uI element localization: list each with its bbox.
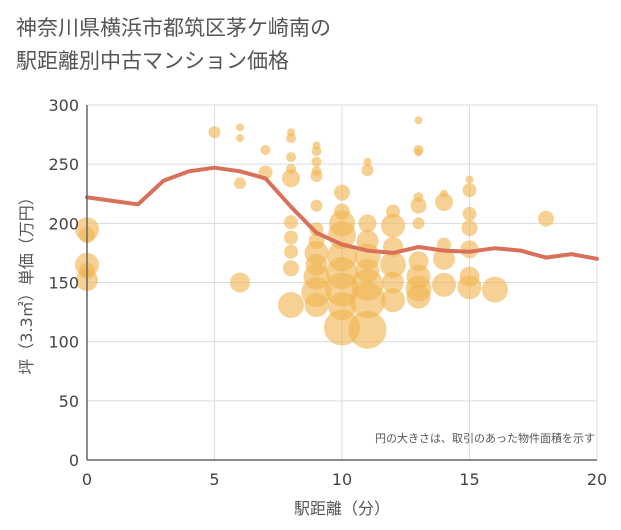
bubble-point [414,116,423,125]
bubble-point [465,175,474,184]
bubble-point [482,276,508,303]
bubble-point [462,206,477,221]
bubble-point [304,292,329,317]
y-tick-label: 0 [69,451,79,470]
bubble-point [380,251,406,278]
average-price-line [85,165,599,261]
bubble-point [361,164,374,177]
y-tick-label: 150 [48,274,79,293]
bubble-point [432,272,456,297]
x-axis-label: 駅距離（分） [294,499,390,518]
bubble-point [414,148,423,157]
y-tick-label: 300 [48,96,79,115]
bubble-point [348,310,387,349]
bubble-point [282,169,300,188]
bubble-point [208,126,221,139]
bubble-point [538,210,554,227]
bubble-point [457,275,482,300]
axes: 0 50 100 150 200 250 300 0 5 10 15 20 [48,96,607,489]
chart-title: 神奈川県横浜市都筑区茅ケ崎南の 駅距離別中古マンション価格 [16,12,606,78]
bubble-point [382,271,404,294]
bubble-point [230,272,250,293]
trend-line-group [85,165,599,261]
y-tick-label: 250 [48,155,79,174]
size-note: 円の大きさは、取引のあった物件面積を示す [375,431,595,445]
x-tick-label: 0 [82,470,92,489]
bubble-point [412,217,425,230]
bubble-point [381,213,405,238]
bubble-point [358,214,377,233]
y-axis-label: 坪（3.3㎡）単価（万円） [17,189,36,374]
bubble-point [310,170,323,182]
bubble-point [260,144,271,155]
chart-title-line-2: 駅距離別中古マンション価格 [16,49,289,73]
bubble-point [234,177,246,190]
bubble-point [410,197,427,214]
bubble-point [406,284,431,309]
x-tick-label: 10 [332,470,352,489]
bubble-point [462,183,477,198]
bubble-point [381,288,405,313]
chart-title-line-1: 神奈川県横浜市都筑区茅ケ崎南の [16,16,331,40]
bubble-point [310,199,323,212]
bubble-point [278,291,304,318]
y-tick-label: 100 [48,333,79,352]
bubble-point [460,240,479,259]
x-tick-label: 20 [587,470,607,489]
bubble-point [433,247,455,270]
bubble-series [75,116,554,349]
bubble-point [284,244,298,259]
bubble-point [349,282,386,319]
bubble-point [461,220,478,237]
bubble-point [283,260,299,277]
bubble-point [311,146,322,157]
x-tick-label: 5 [209,470,219,489]
bubble-point [363,157,372,166]
bubble-point [284,215,298,230]
bubble-point [286,133,296,144]
y-tick-label: 50 [59,392,79,411]
bubble-point [311,156,322,167]
bubble-point [435,193,453,212]
bubble-point [236,134,244,143]
bubble-point [284,230,298,245]
bubble-point [334,184,350,201]
x-tick-label: 15 [459,470,479,489]
bubble-point [236,123,244,132]
bubble-point [286,152,296,163]
y-tick-label: 200 [48,214,79,233]
